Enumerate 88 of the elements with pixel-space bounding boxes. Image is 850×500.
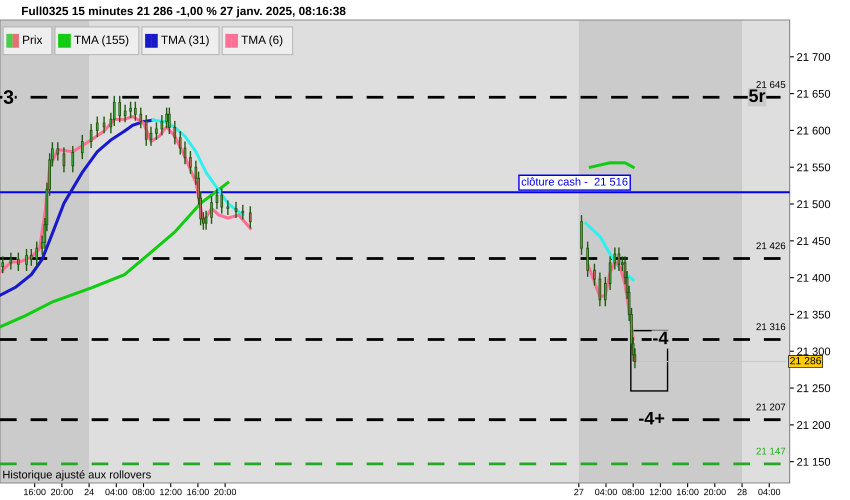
y-tick-label: 21 400 xyxy=(797,274,830,282)
y-tick-label: 21 600 xyxy=(797,126,830,135)
x-tick-label: 28 xyxy=(737,488,747,496)
candlestick xyxy=(139,108,142,128)
candlestick xyxy=(90,124,92,148)
candlestick xyxy=(241,204,244,220)
candlestick xyxy=(168,108,171,134)
candlestick xyxy=(173,120,176,144)
candlestick xyxy=(155,122,158,140)
x-tick-label: 24 xyxy=(84,488,94,496)
x-tick-label: 16:00 xyxy=(24,488,46,496)
legend-label: TMA (31) xyxy=(161,35,209,46)
y-tick-label: 21 350 xyxy=(797,310,830,319)
x-tick-label: 20:00 xyxy=(214,488,236,496)
candlestick xyxy=(150,126,152,146)
candlestick xyxy=(248,206,252,228)
candlestick xyxy=(134,102,137,121)
candlestick xyxy=(220,188,224,214)
candlestick xyxy=(35,242,38,266)
candlestick xyxy=(62,147,66,172)
ref-line-label: 21 147 xyxy=(756,448,786,454)
x-tick-label: 04:00 xyxy=(105,488,128,496)
candlestick xyxy=(10,252,12,270)
candlestick xyxy=(216,188,218,210)
y-tick-label: 21 500 xyxy=(797,200,830,208)
annotation: -4+ xyxy=(638,412,664,424)
candlestick xyxy=(96,116,99,137)
ref-line-label: 21 316 xyxy=(756,323,786,330)
x-tick-label: 08:00 xyxy=(622,488,644,496)
y-tick-label: 21 700 xyxy=(797,53,830,61)
candlestick xyxy=(593,264,596,286)
legend-label: TMA (155) xyxy=(74,35,128,46)
annotation: 21 286 xyxy=(790,356,822,364)
x-tick-label: 08:00 xyxy=(132,488,154,496)
candlestick xyxy=(102,116,106,134)
candlestick xyxy=(124,104,126,122)
candlestick xyxy=(30,248,33,266)
candlestick xyxy=(608,256,612,290)
y-tick-label: 21 200 xyxy=(797,421,830,429)
candlestick xyxy=(598,272,602,306)
candlestick xyxy=(178,131,182,155)
y-tick-label: 21 450 xyxy=(797,237,830,245)
candlestick xyxy=(204,210,208,230)
legend-label: TMA (6) xyxy=(241,35,282,46)
x-tick-label: 16:00 xyxy=(187,488,209,496)
candlestick xyxy=(586,242,589,277)
candlestick xyxy=(160,114,164,136)
candlestick xyxy=(129,102,132,118)
candlestick xyxy=(184,141,186,164)
candlestick xyxy=(144,114,148,146)
candlestick xyxy=(614,247,616,270)
candlestick xyxy=(210,196,213,224)
candlestick xyxy=(604,276,607,306)
x-tick-label: 16:00 xyxy=(677,488,699,496)
annotation: 3 xyxy=(4,90,14,104)
candlestick xyxy=(25,248,28,271)
candlestick xyxy=(118,96,122,122)
candlestick xyxy=(189,151,192,174)
y-tick-label: 21 150 xyxy=(797,458,830,466)
candlestick xyxy=(71,146,74,172)
y-tick-label: 21 550 xyxy=(797,163,830,172)
candlestick xyxy=(226,200,230,216)
candlestick xyxy=(1,256,4,274)
line-series xyxy=(0,118,155,297)
x-tick-label: 20:00 xyxy=(704,488,726,496)
candlestick xyxy=(80,134,84,160)
annotation: -4 xyxy=(653,332,668,344)
x-tick-label: 20:00 xyxy=(51,488,73,496)
x-tick-label: 27 xyxy=(574,488,584,496)
ref-line-label: 21 207 xyxy=(756,404,786,410)
x-tick-label: 04:00 xyxy=(595,488,617,496)
ref-line-label: clôture cash - 21 516 xyxy=(522,177,628,186)
y-tick-label: 21 300 xyxy=(797,348,830,356)
x-tick-label: 12:00 xyxy=(160,488,182,496)
ref-line-label: 21 645 xyxy=(756,81,786,88)
x-tick-label: 12:00 xyxy=(650,488,672,496)
candlestick xyxy=(234,202,238,218)
chart-title: Full0325 15 minutes 21 286 -1,00 % 27 janv. 2025, 08:16:38 xyxy=(22,6,346,18)
x-tick-label: 04:00 xyxy=(758,488,780,496)
annotation: 5r xyxy=(749,90,766,102)
ref-line-label: 21 426 xyxy=(756,242,786,250)
y-tick-label: 21 650 xyxy=(797,90,830,98)
candlestick xyxy=(618,247,620,271)
legend-label: Prix xyxy=(23,35,42,44)
candlestick xyxy=(17,252,20,271)
annotation: Historique ajusté aux rollovers xyxy=(3,470,151,481)
y-tick-label: 21 250 xyxy=(797,384,830,392)
candlestick xyxy=(56,142,60,161)
